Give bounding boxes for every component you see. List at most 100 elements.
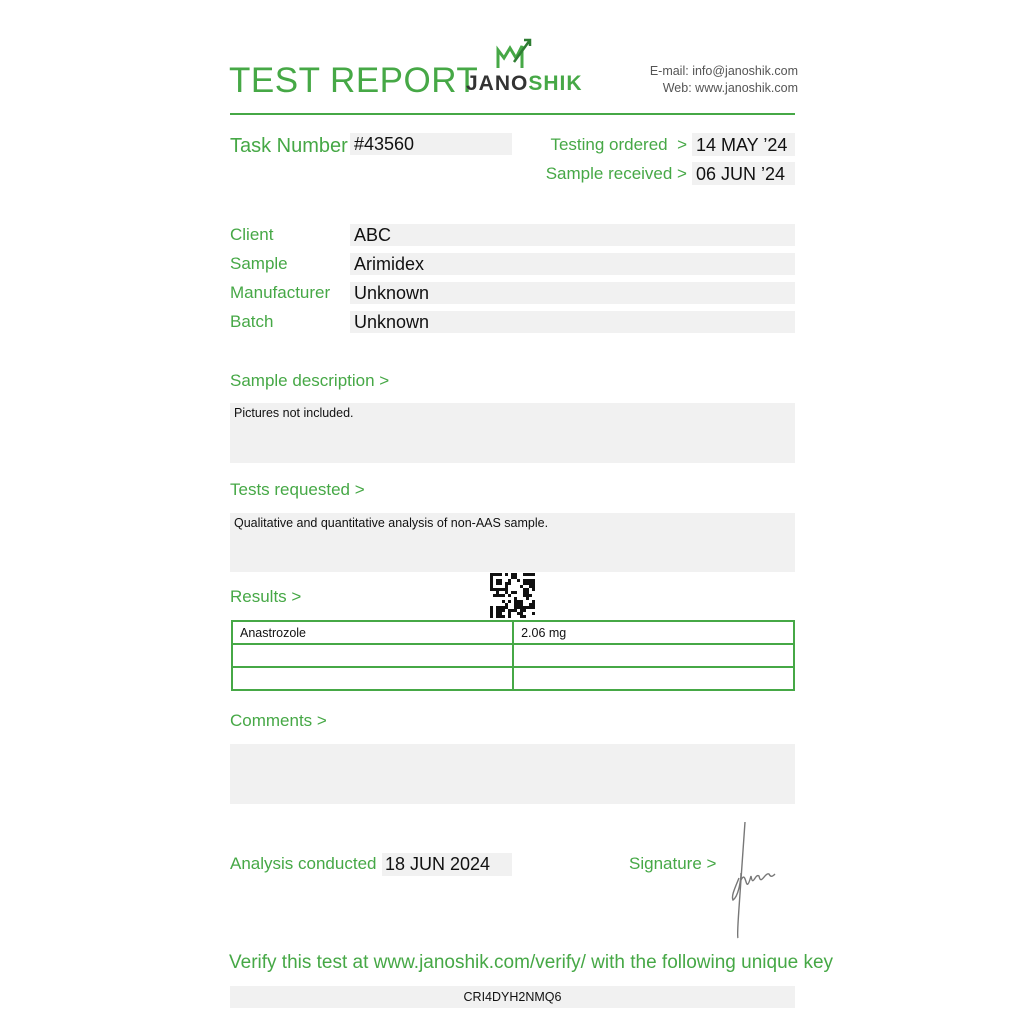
qr-module <box>523 594 526 597</box>
qr-module <box>511 609 514 612</box>
qr-module <box>514 591 517 594</box>
result-cell <box>512 666 795 691</box>
qr-module <box>532 573 535 576</box>
section-label: Sample description > <box>230 371 390 390</box>
qr-module <box>517 606 520 609</box>
field-box <box>350 311 795 333</box>
date-value: 14 MAY ’24 <box>696 135 788 155</box>
comments-box <box>230 744 795 804</box>
field-value: Arimidex <box>354 254 425 274</box>
qr-module <box>496 612 499 615</box>
qr-module <box>517 603 520 606</box>
result-cell: Anastrozole <box>230 620 515 645</box>
qr-module <box>517 579 520 582</box>
qr-module <box>499 573 502 576</box>
qr-module <box>520 609 523 612</box>
field-box <box>350 224 795 246</box>
qr-module <box>502 606 505 609</box>
section-label: Results > <box>230 587 302 606</box>
qr-module <box>490 579 493 582</box>
qr-module <box>532 588 535 591</box>
qr-module <box>508 609 511 612</box>
verify-key: CRI4DYH2NMQ6 <box>230 986 795 1008</box>
field-box <box>350 253 795 275</box>
field-label: Client <box>230 225 274 244</box>
text-box <box>230 403 795 463</box>
qr-module <box>514 576 517 579</box>
contact: E-mail: info@janoshik.com Web: www.janos… <box>650 63 798 97</box>
qr-module <box>517 600 520 603</box>
qr-module <box>523 579 526 582</box>
qr-module <box>490 573 493 576</box>
qr-module <box>529 573 532 576</box>
qr-module <box>523 582 526 585</box>
qr-module <box>496 573 499 576</box>
qr-module <box>508 612 511 615</box>
qr-module <box>493 588 496 591</box>
date-label: Sample received > <box>545 164 687 183</box>
qr-module <box>526 606 529 609</box>
qr-module <box>499 609 502 612</box>
web-line: Web: www.janoshik.com <box>650 80 798 97</box>
result-row <box>230 643 795 668</box>
logo: JANOSHIK <box>466 72 583 96</box>
qr-module <box>508 600 511 603</box>
signature <box>731 821 776 939</box>
qr-module <box>520 615 523 618</box>
qr-module <box>520 600 523 603</box>
qr-module <box>499 615 502 618</box>
qr-module <box>490 609 493 612</box>
section-text: Pictures not included. <box>234 406 354 420</box>
qr-module <box>532 612 535 615</box>
qr-module <box>532 582 535 585</box>
task-label: Task Number <box>230 135 348 157</box>
qr-module <box>517 612 520 615</box>
qr-module <box>502 588 505 591</box>
signature-label: Signature > <box>629 854 717 873</box>
field-label: Batch <box>230 312 274 331</box>
qr-module <box>523 588 526 591</box>
section-label: Tests requested > <box>230 480 365 499</box>
qr-module <box>505 582 508 585</box>
field-box <box>350 282 795 304</box>
field-value: Unknown <box>354 283 430 303</box>
analysis-label: Analysis conducted > <box>230 854 392 873</box>
qr-module <box>523 606 526 609</box>
field-box <box>692 133 795 156</box>
qr-module <box>523 609 526 612</box>
qr-module <box>529 585 532 588</box>
qr-module <box>532 603 535 606</box>
qr-module <box>490 588 493 591</box>
text-box <box>230 513 795 572</box>
field-value: Unknown <box>354 312 430 332</box>
logo-part: JANO <box>466 72 529 95</box>
qr-module <box>496 588 499 591</box>
qr-module <box>523 591 526 594</box>
field-box <box>350 133 512 155</box>
result-row: Anastrozole 2.06 mg <box>230 620 795 645</box>
analysis-value: 18 JUN 2024 <box>385 854 491 874</box>
qr-module <box>505 588 508 591</box>
qr-module <box>520 612 523 615</box>
qr-module <box>508 579 511 582</box>
qr-module <box>490 606 493 609</box>
qr-module <box>490 585 493 588</box>
qr-module <box>508 594 511 597</box>
logo-icon <box>496 38 532 68</box>
qr-module <box>526 597 529 600</box>
qr-module <box>502 594 505 597</box>
task-value: #43560 <box>354 134 415 154</box>
qr-module <box>532 579 535 582</box>
qr-module <box>499 579 502 582</box>
qr-module <box>505 585 508 588</box>
qr-module <box>505 603 508 606</box>
qr-module <box>526 582 529 585</box>
section-label: Comments > <box>230 711 327 730</box>
email: info@janoshik.com <box>692 64 798 78</box>
qr-module <box>496 594 499 597</box>
qr-module <box>526 579 529 582</box>
qr-module <box>493 573 496 576</box>
qr-module <box>526 588 529 591</box>
qr-module <box>490 612 493 615</box>
